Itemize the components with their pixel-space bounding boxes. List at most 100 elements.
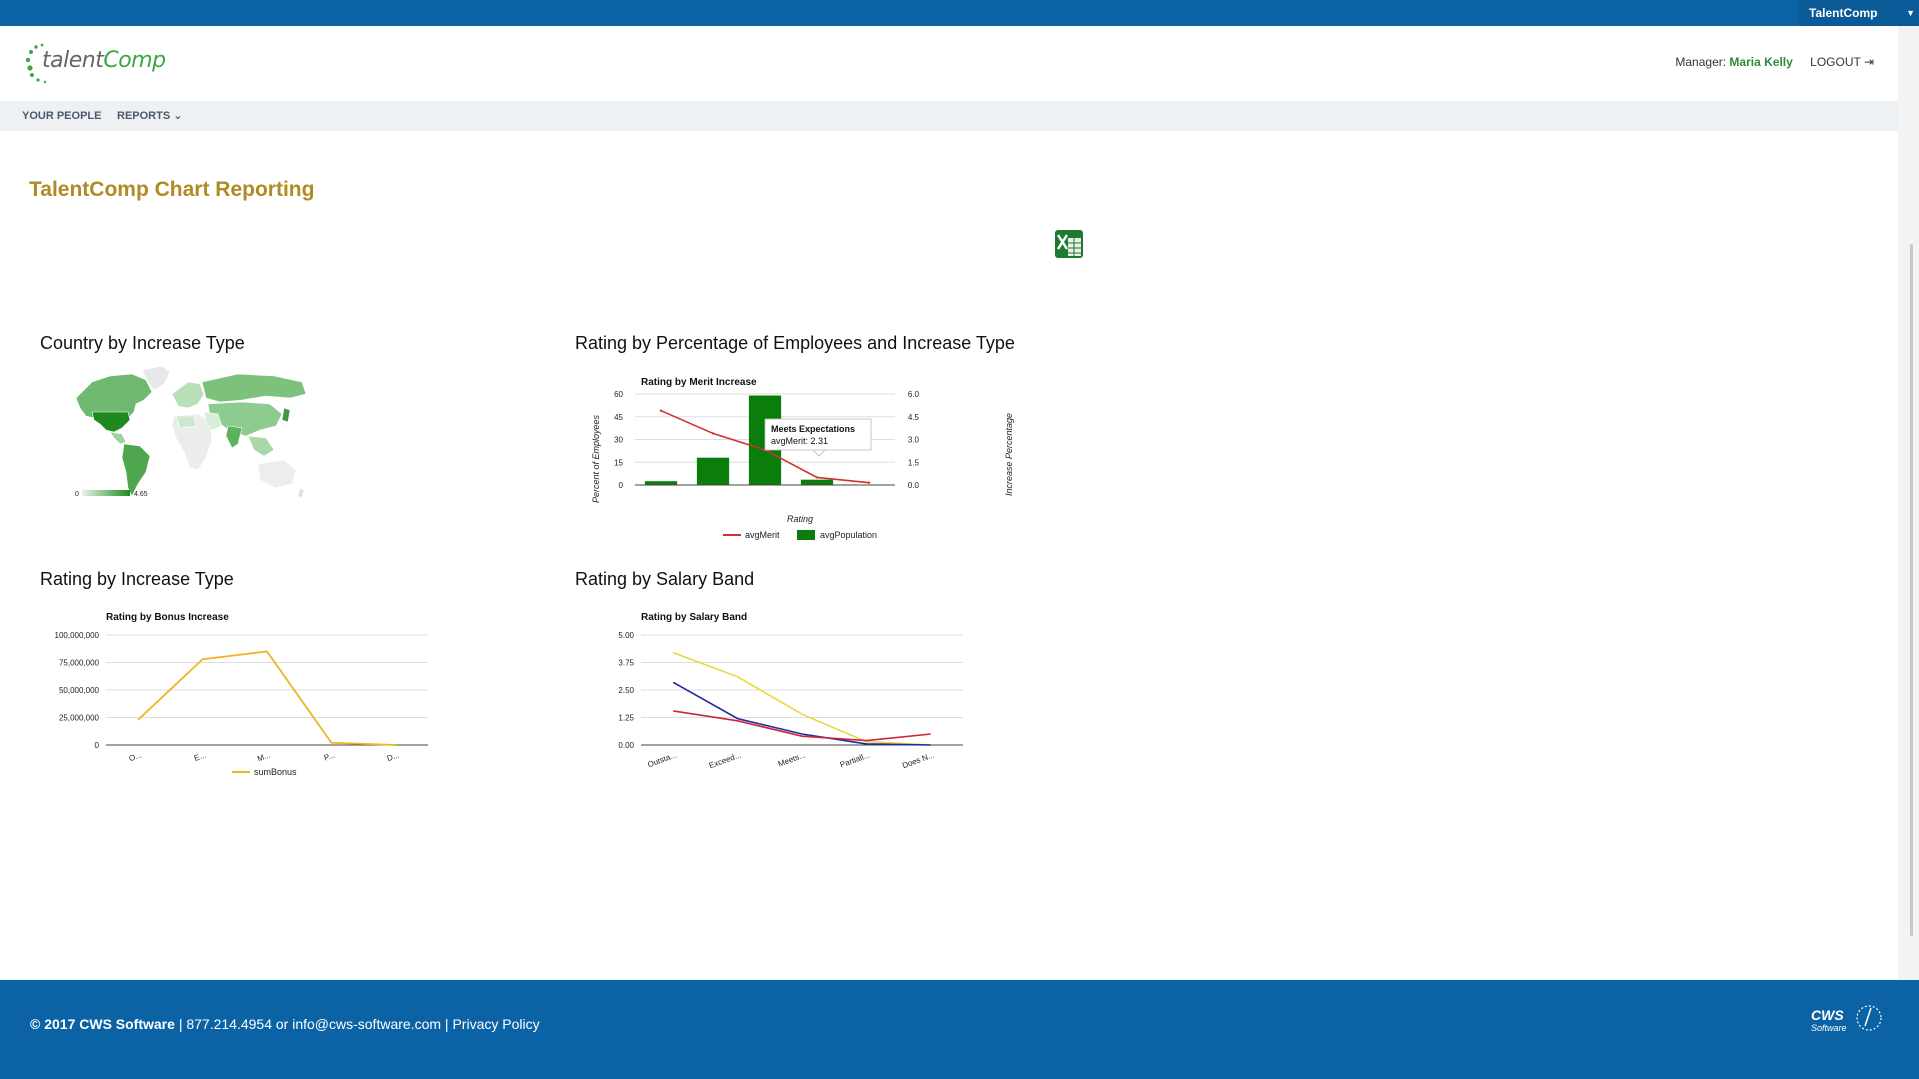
logo-wordmark: talentComp [42,48,166,73]
footer: © 2017 CWS Software | 877.214.4954 or in… [0,980,1919,1079]
bonus-xtick: P... [323,750,336,762]
bonus-chart-title: Rating by Bonus Increase [106,612,229,623]
manager-name[interactable]: Maria Kelly [1729,55,1793,69]
scrollbar[interactable] [1898,26,1919,980]
footer-copyright: © 2017 CWS Software [30,1016,175,1032]
salary-ytick: 1.25 [618,714,634,723]
top-bar: TalentComp ▼ [0,0,1919,26]
section-title-rating-increase: Rating by Increase Type [40,569,234,589]
merit-y2tick: 6.0 [908,390,920,399]
talentcomp-logo[interactable]: talentComp [22,42,166,86]
merit-point [659,409,663,412]
logo-dots-icon [25,43,47,84]
salary-chart-title: Rating by Salary Band [641,612,747,623]
merit-bar [644,481,678,485]
salary-xtick: Exceed... [708,750,742,770]
logo-comp: Comp [103,48,166,73]
map-region-greenland [141,365,171,391]
bonus-chart[interactable]: Rating by Bonus Increase 100,000,000 75,0… [40,605,440,785]
merit-tooltip: Meets Expectations avgMerit: 2.31 [764,418,872,457]
footer-text: © 2017 CWS Software | 877.214.4954 or in… [30,1016,540,1032]
map-region-russia [201,373,307,403]
section-title-rating-pct: Rating by Percentage of Employees and In… [575,333,1015,353]
bonus-ytick: 100,000,000 [55,631,100,640]
map-region-middle-east [203,411,223,431]
logout-icon: ⇥ [1860,55,1874,69]
section-title-country: Country by Increase Type [40,333,245,353]
logout-label: LOGOUT [1810,55,1861,69]
bonus-ytick: 50,000,000 [59,686,100,695]
merit-chart[interactable]: Rating by Merit Increase 60 6.0 45 4.5 30 3.0… [585,370,1025,550]
map-region-japan [281,407,291,423]
salary-line-0 [672,651,931,746]
nav-reports[interactable]: REPORTS ⌄ [117,101,182,131]
merit-y2tick: 0.0 [908,481,920,490]
merit-y2tick: 1.5 [908,458,920,467]
logo-talent: talent [42,48,104,73]
bonus-xtick: M... [256,750,272,763]
merit-y2tick: 4.5 [908,413,920,422]
merit-ytick: 0 [619,481,624,490]
salary-line-1 [672,681,931,746]
bonus-ytick: 25,000,000 [59,714,100,723]
merit-bar [696,457,730,485]
cws-logo: CWS Software [1809,1000,1889,1040]
bonus-line [137,650,396,746]
map-region-new-zealand [297,487,305,499]
scrollbar-thumb[interactable] [1910,244,1913,936]
excel-export-icon[interactable] [1054,229,1084,259]
merit-ytick: 45 [614,413,623,422]
salary-xtick: Does N... [901,750,935,770]
salary-xtick: Meets... [777,750,807,768]
footer-contact[interactable]: 877.214.4954 or info@cws-software.com [186,1016,442,1032]
chevron-down-icon: ▼ [1906,8,1915,18]
merit-bar [800,479,834,485]
merit-ytick: 15 [614,458,623,467]
map-region-central-america [109,431,127,445]
app-name: TalentComp [1809,6,1878,20]
page-title: TalentComp Chart Reporting [29,178,315,201]
merit-point [711,432,715,435]
logout-link[interactable]: LOGOUT ⇥ [1810,55,1874,69]
salary-band-chart[interactable]: Rating by Salary Band 5.00 3.75 2.50 1.25 0.… [575,605,995,785]
cws-logo-sub: Software [1811,1023,1847,1033]
bonus-xtick: E... [193,750,207,763]
bonus-ytick: 0 [95,741,100,750]
map-region-south-america [121,443,151,497]
app-switcher[interactable]: TalentComp ▼ [1799,0,1919,26]
merit-ylabel: Percent of Employees [591,414,601,503]
tooltip-title: Meets Expectations [771,424,855,434]
map-region-usa [91,411,131,433]
salary-ytick: 5.00 [618,631,634,640]
bonus-ytick: 75,000,000 [59,659,100,668]
world-map-chart[interactable]: 0 4.65 [70,360,310,510]
manager-label: Manager: [1675,55,1727,69]
legend-avgpopulation-label: avgPopulation [820,530,877,540]
map-legend-min: 0 [75,491,79,498]
merit-point [815,476,819,479]
header: talentComp Manager: Maria Kelly LOGOUT ⇥ [0,26,1898,101]
map-legend-gradient [82,490,130,496]
section-title-rating-salary: Rating by Salary Band [575,569,755,589]
map-region-europe [171,381,205,409]
legend-avgmerit-label: avgMerit [745,530,780,540]
merit-ytick: 60 [614,390,623,399]
salary-ytick: 2.50 [618,686,634,695]
cws-logo-text: CWS [1811,1007,1844,1023]
nav-reports-label: REPORTS [117,110,171,122]
nav-your-people[interactable]: YOUR PEOPLE [22,110,102,122]
map-region-australia [257,459,297,489]
merit-ytick: 30 [614,436,623,445]
tooltip-value: avgMerit: 2.31 [771,436,828,446]
map-legend-max: 4.65 [134,491,148,498]
merit-xlabel: Rating [787,514,813,524]
merit-chart-svg: Rating by Merit Increase 60 6.0 45 4.5 30 3.0… [591,377,1014,540]
merit-point [867,481,871,484]
salary-chart-svg: Rating by Salary Band 5.00 3.75 2.50 1.25 0.… [618,612,963,770]
privacy-policy-link[interactable]: Privacy Policy [452,1016,540,1032]
bonus-xtick: O... [128,750,143,763]
merit-chart-title: Rating by Merit Increase [641,377,757,388]
legend-sumbonus-label: sumBonus [254,767,297,777]
merit-y2label: Increase Percentage [1004,413,1014,496]
